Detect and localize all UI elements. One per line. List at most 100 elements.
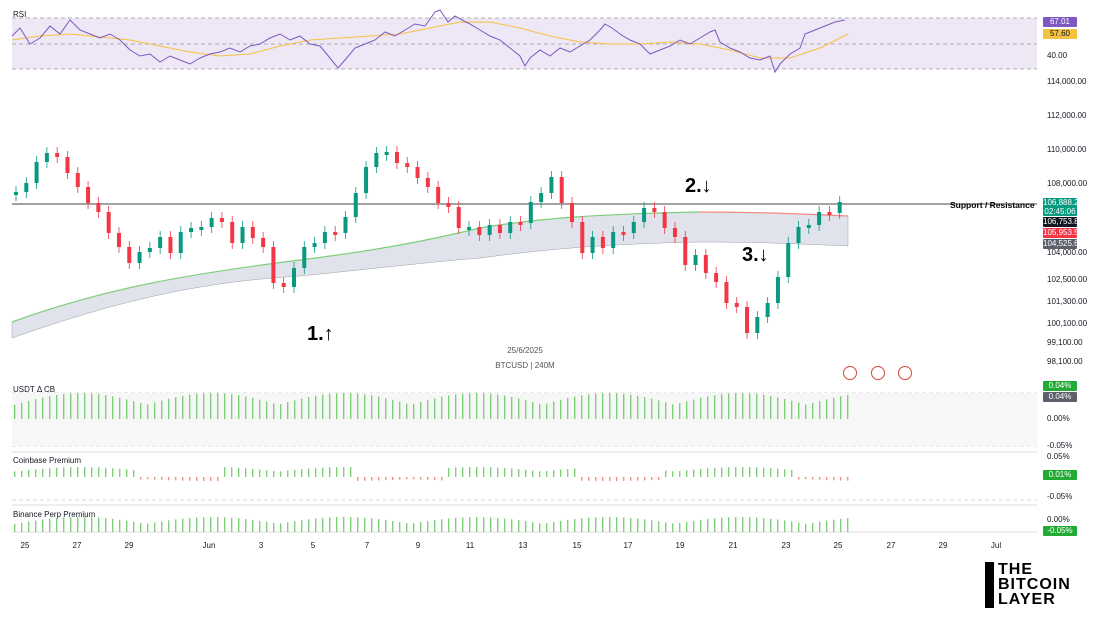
histogram-bar [385, 398, 387, 419]
histogram-bar [266, 470, 268, 477]
candle-body [703, 255, 708, 273]
histogram-bar [448, 467, 450, 477]
histogram-bar [805, 523, 807, 532]
price-badge-b2: 106,753.85 [1043, 217, 1084, 227]
histogram-bar [490, 517, 492, 532]
x-tick: 13 [518, 541, 528, 550]
histogram-bar [609, 477, 611, 481]
histogram-bar [364, 477, 366, 481]
candle-body [652, 208, 657, 212]
histogram-bar [637, 518, 639, 532]
histogram-bar [203, 477, 205, 481]
histogram-bar [497, 394, 499, 419]
price-tick-1: 112,000.00 [1047, 111, 1087, 120]
histogram-bar [833, 477, 835, 481]
price-tick-0: 114,000.00 [1047, 77, 1087, 86]
candle-body [611, 232, 616, 248]
histogram-bar [574, 468, 576, 477]
candle-body [755, 317, 760, 333]
histogram-bar [266, 521, 268, 532]
price-tick-8: 99,100.00 [1047, 338, 1083, 347]
histogram-bar [567, 468, 569, 477]
histogram-bar [231, 517, 233, 532]
candle-body [539, 193, 544, 202]
histogram-bar [553, 521, 555, 532]
histogram-bar [182, 518, 184, 532]
histogram-bar [693, 399, 695, 419]
histogram-bar [469, 467, 471, 477]
histogram-bar [441, 519, 443, 532]
histogram-bar [84, 467, 86, 477]
histogram-bar [287, 522, 289, 532]
x-tick: 11 [465, 541, 475, 550]
histogram-bar [427, 477, 429, 480]
histogram-bar [385, 519, 387, 532]
histogram-bar [350, 393, 352, 419]
x-tick: 7 [364, 541, 370, 550]
histogram-bar [322, 517, 324, 532]
histogram-bar [280, 471, 282, 477]
histogram-bar [308, 519, 310, 532]
histogram-bar [630, 477, 632, 481]
histogram-bar [749, 393, 751, 419]
candle-body [302, 247, 307, 268]
histogram-bar [812, 522, 814, 532]
histogram-bar [595, 477, 597, 481]
histogram-bar [350, 517, 352, 532]
us-flag-icon-1[interactable] [843, 366, 857, 380]
histogram-bar [308, 397, 310, 419]
us-flag-icon-2[interactable] [871, 366, 885, 380]
candle-body [446, 203, 451, 207]
histogram-bar [588, 517, 590, 532]
candle-body [116, 233, 121, 247]
candle-body [600, 237, 605, 248]
price-tick-4: 104,000.00 [1047, 248, 1088, 257]
candle-body [467, 227, 472, 230]
candle-body [44, 153, 49, 162]
candle-body [827, 212, 832, 215]
histogram-bar [329, 467, 331, 477]
histogram-bar [252, 468, 254, 477]
us-flag-icon-3[interactable] [898, 366, 912, 380]
histogram-bar [553, 470, 555, 477]
histogram-bar [546, 471, 548, 477]
histogram-bar [637, 395, 639, 419]
histogram-bar [315, 395, 317, 419]
histogram-bar [686, 470, 688, 477]
candle-body [178, 232, 183, 253]
histogram-bar [770, 518, 772, 532]
candle-body [65, 157, 70, 173]
histogram-bar [14, 404, 16, 419]
histogram-bar [21, 470, 23, 477]
candle-body [230, 222, 235, 243]
histogram-bar [539, 403, 541, 419]
histogram-bar [518, 520, 520, 532]
usdt-tick-0: 0.00% [1047, 414, 1070, 423]
histogram-bar [189, 394, 191, 419]
candle-body [322, 232, 327, 243]
histogram-bar [147, 404, 149, 419]
candle-body [364, 167, 369, 193]
histogram-bar [434, 477, 436, 481]
histogram-bar [70, 393, 72, 419]
candle-body [75, 173, 80, 187]
histogram-bar [238, 395, 240, 419]
histogram-bar [518, 398, 520, 419]
histogram-bar [371, 518, 373, 532]
histogram-bar [630, 394, 632, 419]
histogram-bar [595, 393, 597, 419]
histogram-bar [728, 467, 730, 477]
histogram-bar [721, 467, 723, 477]
logo-line1: THE [998, 561, 1033, 578]
histogram-bar [714, 395, 716, 419]
cb-badge: 0.01% [1043, 470, 1077, 480]
histogram-bar [812, 477, 814, 480]
histogram-bar [273, 470, 275, 477]
histogram-bar [21, 522, 23, 532]
histogram-bar [644, 397, 646, 419]
candle-body [333, 232, 338, 235]
histogram-bar [77, 467, 79, 477]
histogram-bar [840, 396, 842, 419]
histogram-bar [35, 469, 37, 477]
histogram-bar [126, 520, 128, 532]
